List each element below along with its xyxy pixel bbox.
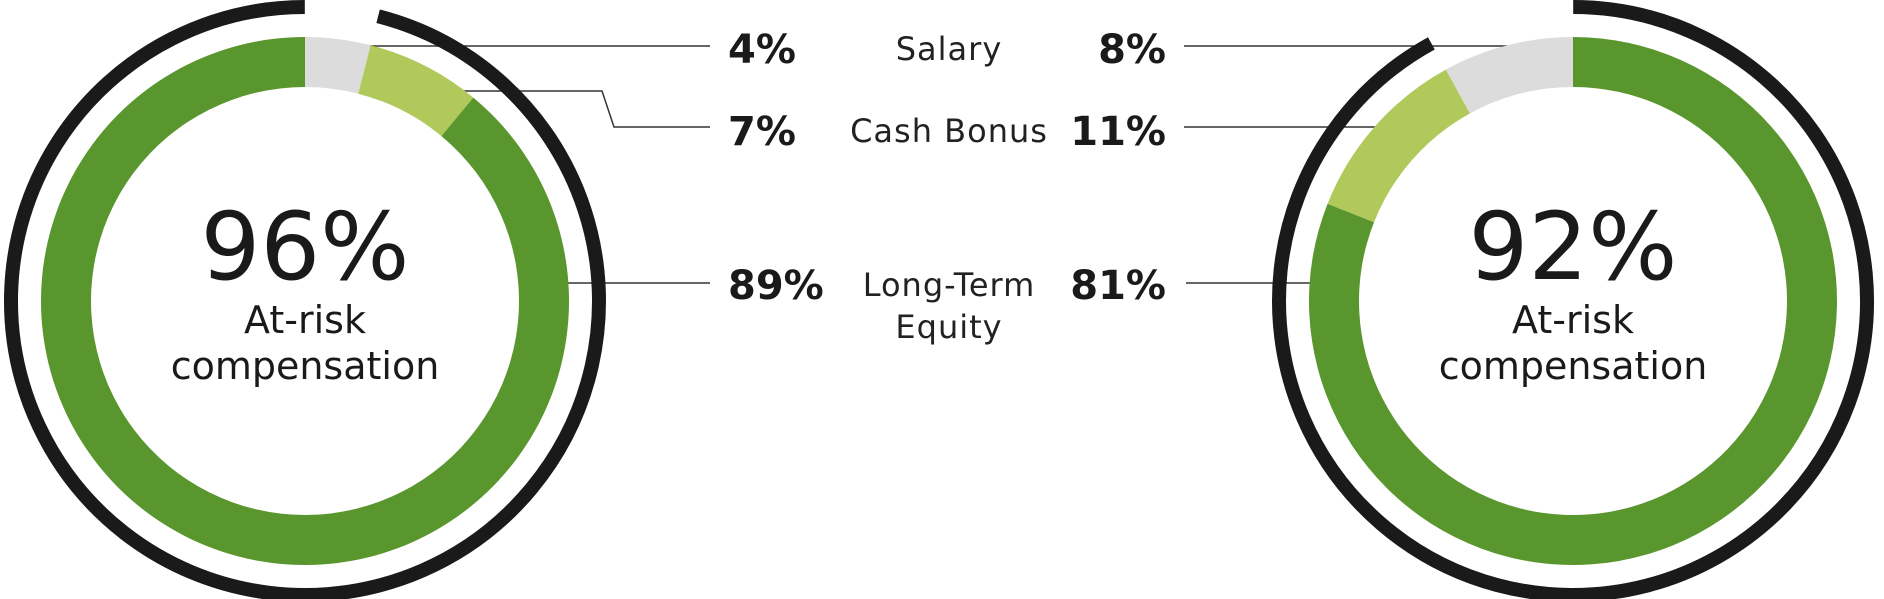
value-label: 11% — [1070, 109, 1166, 155]
donut-segment — [358, 45, 474, 137]
at-risk-label: At-risk compensation — [170, 298, 440, 388]
at-risk-value: 96% — [200, 193, 410, 302]
at-risk-value: 92% — [1468, 193, 1678, 302]
category-label: Long-Term Equity — [862, 266, 1036, 346]
donut-segment — [1445, 37, 1573, 114]
value-label: 8% — [1098, 27, 1166, 73]
at-risk-arc — [1271, 0, 1874, 599]
category-label: Salary — [895, 30, 1003, 68]
value-label: 7% — [728, 109, 796, 155]
category-label: Cash Bonus — [850, 112, 1048, 150]
leader-lines — [340, 45, 1536, 284]
value-label: 81% — [1070, 263, 1166, 309]
value-label: 89% — [728, 263, 824, 309]
at-risk-arc — [4, 0, 606, 599]
at-risk-label: At-risk compensation — [1438, 298, 1708, 388]
donut-segment — [1327, 69, 1470, 223]
donut-segment — [305, 37, 371, 94]
value-label: 4% — [728, 27, 796, 73]
